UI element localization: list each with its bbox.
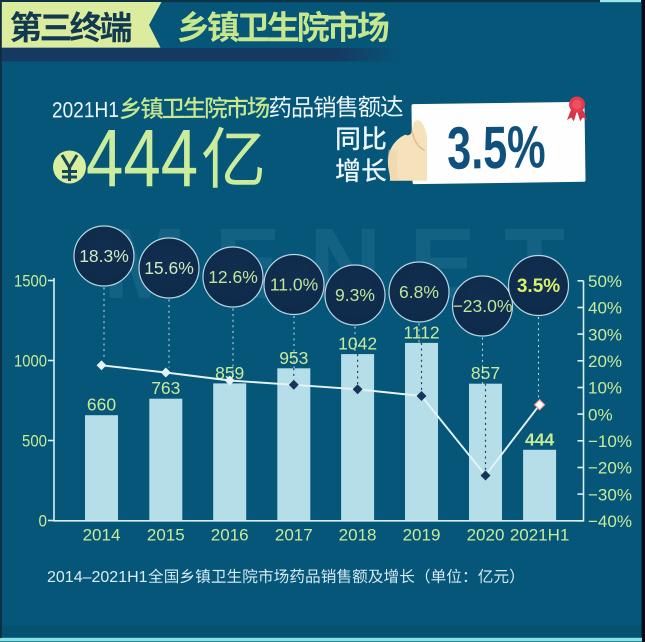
svg-text:9.3%: 9.3% xyxy=(335,285,375,305)
svg-text:2014: 2014 xyxy=(83,526,121,545)
svg-text:50%: 50% xyxy=(588,272,622,291)
svg-text:1042: 1042 xyxy=(338,334,377,354)
svg-text:−30%: −30% xyxy=(588,485,632,504)
svg-text:2015: 2015 xyxy=(147,526,185,545)
svg-text:500: 500 xyxy=(22,432,47,451)
svg-text:30%: 30% xyxy=(588,325,622,344)
svg-text:953: 953 xyxy=(279,348,308,368)
svg-text:2019: 2019 xyxy=(403,526,441,545)
svg-text:−23.0%: −23.0% xyxy=(453,296,513,316)
svg-text:−20%: −20% xyxy=(588,459,632,478)
svg-text:2017: 2017 xyxy=(275,526,313,545)
svg-text:6.8%: 6.8% xyxy=(399,282,439,302)
svg-text:2021H1: 2021H1 xyxy=(52,98,119,123)
svg-text:2020: 2020 xyxy=(467,526,505,545)
svg-text:444: 444 xyxy=(86,112,198,204)
svg-text:1112: 1112 xyxy=(403,322,439,342)
svg-text:859: 859 xyxy=(215,363,244,383)
svg-text:1000: 1000 xyxy=(14,352,47,371)
svg-text:−40%: −40% xyxy=(588,512,632,531)
svg-text:660: 660 xyxy=(87,395,116,415)
svg-text:−10%: −10% xyxy=(588,432,632,451)
svg-text:11.0%: 11.0% xyxy=(270,275,318,295)
svg-text:0: 0 xyxy=(39,512,48,531)
svg-text:15.6%: 15.6% xyxy=(144,258,194,278)
svg-text:857: 857 xyxy=(471,363,500,383)
svg-text:18.3%: 18.3% xyxy=(79,246,129,266)
svg-text:2016: 2016 xyxy=(211,526,249,545)
svg-text:20%: 20% xyxy=(588,352,622,371)
svg-text:3.5%: 3.5% xyxy=(447,115,546,183)
svg-text:0%: 0% xyxy=(588,405,613,424)
svg-text:3.5%: 3.5% xyxy=(517,276,560,297)
svg-text:2014–2021H1: 2014–2021H1 xyxy=(47,569,148,586)
svg-text:2018: 2018 xyxy=(339,526,377,545)
svg-text:12.6%: 12.6% xyxy=(208,267,258,287)
svg-text:763: 763 xyxy=(151,378,180,398)
svg-text:444: 444 xyxy=(525,429,554,449)
svg-text:40%: 40% xyxy=(588,299,622,318)
svg-text:1500: 1500 xyxy=(14,272,47,291)
svg-text:2021H1: 2021H1 xyxy=(510,526,570,545)
svg-text:10%: 10% xyxy=(588,379,622,398)
